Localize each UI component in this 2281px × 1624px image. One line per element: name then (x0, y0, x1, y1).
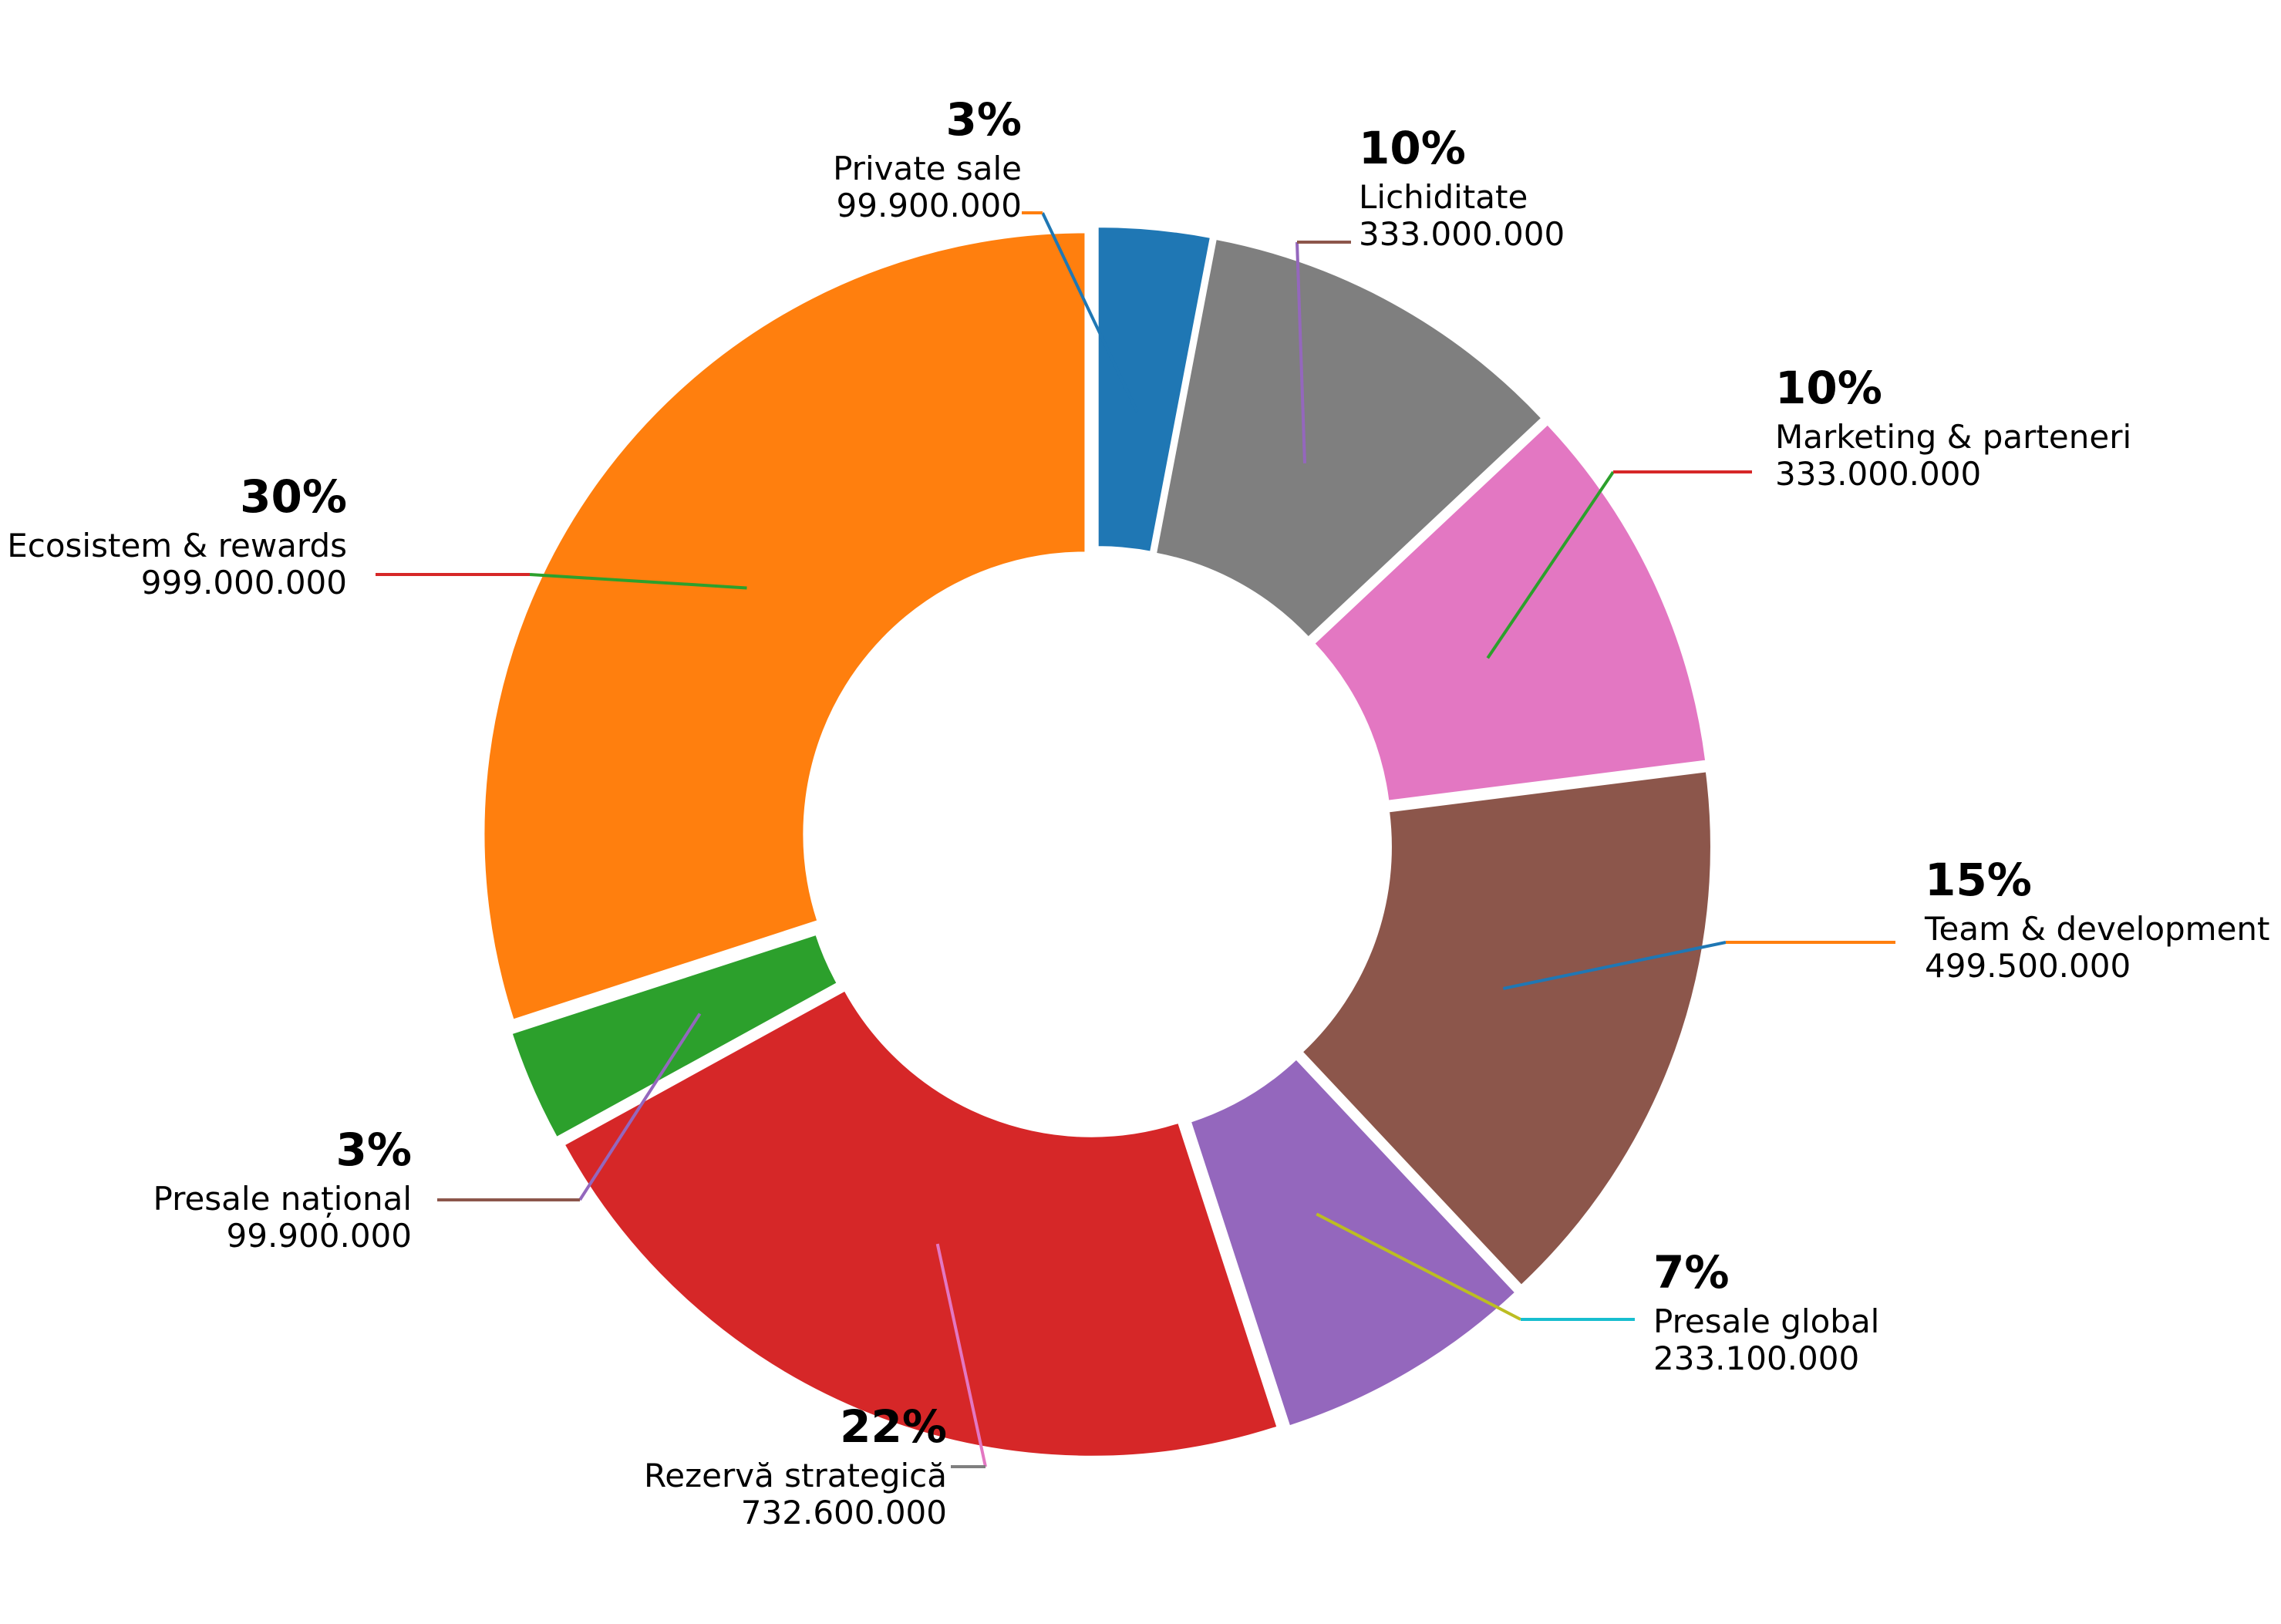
slices-layer (483, 226, 1712, 1457)
slice-value-label: 732.600.000 (741, 1494, 947, 1531)
donut-slice-rezerv-strategic- (563, 989, 1279, 1457)
slice-value-label: 499.500.000 (1925, 947, 2131, 985)
slice-percent-label: 7% (1653, 1246, 1729, 1299)
slice-name-label: Private sale (833, 150, 1022, 187)
slice-name-label: Ecosistem & rewards (7, 527, 347, 564)
leader-line-diagonal (1486, 470, 1615, 659)
slice-percent-label: 15% (1925, 854, 2032, 906)
slice-name-label: Marketing & parteneri (1775, 418, 2131, 456)
leader-line-diagonal (935, 1243, 987, 1467)
donut-slice-marketing-parteneri (1312, 423, 1707, 802)
donut-slice-ecosistem-rewards (483, 231, 1087, 1021)
donut-slice-team-development (1301, 770, 1712, 1287)
leader-line-diagonal (578, 1012, 702, 1201)
slice-name-label: Presale național (153, 1180, 412, 1218)
slice-percent-label: 10% (1359, 122, 1466, 174)
slice-percent-label: 22% (840, 1400, 947, 1453)
donut-slice-private-sale (1097, 226, 1212, 553)
leader-line-diagonal (1502, 941, 1727, 990)
slice-name-label: Presale global (1653, 1302, 1879, 1340)
slice-value-label: 99.900.000 (227, 1217, 412, 1255)
slice-value-label: 333.000.000 (1359, 215, 1565, 253)
leader-lines-layer (376, 211, 1895, 1468)
slice-name-label: Team & development (1924, 910, 2270, 948)
slice-value-label: 333.000.000 (1775, 455, 1981, 493)
donut-slice-presale-na-ional (510, 933, 838, 1139)
slice-name-label: Rezervă strategică (644, 1457, 947, 1494)
slice-value-label: 99.900.000 (837, 187, 1022, 224)
slice-value-label: 233.100.000 (1653, 1339, 1859, 1377)
slice-percent-label: 3% (946, 93, 1022, 146)
leader-line-diagonal (1295, 241, 1306, 463)
leader-line-diagonal (1316, 1212, 1521, 1321)
labels-layer: 3%Private sale99.900.00010%Lichiditate33… (7, 93, 2269, 1531)
slice-percent-label: 10% (1775, 362, 1882, 414)
donut-slice-presale-global (1189, 1058, 1517, 1427)
slice-value-label: 999.000.000 (141, 564, 347, 601)
slice-percent-label: 30% (240, 470, 347, 523)
leader-line-diagonal (1041, 212, 1139, 413)
slice-name-label: Lichiditate (1359, 178, 1528, 216)
leader-line-diagonal (529, 573, 747, 590)
slice-percent-label: 3% (336, 1124, 412, 1176)
donut-slice-lichiditate (1154, 238, 1543, 638)
